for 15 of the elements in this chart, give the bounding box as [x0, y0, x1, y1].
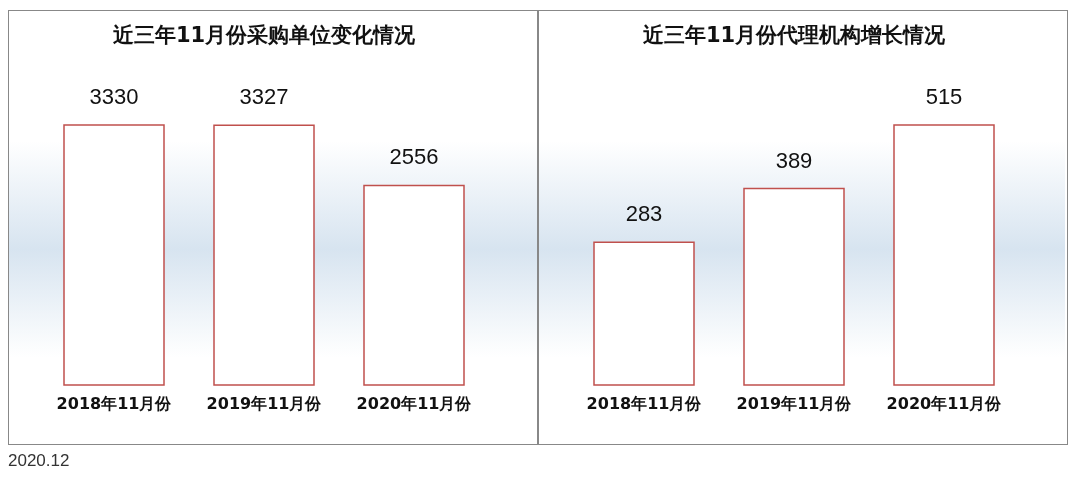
data-label: 515	[925, 84, 963, 109]
x-tick-label: 2019年11月份	[206, 393, 323, 413]
data-label: 283	[625, 201, 663, 227]
x-tick-label: 2019年11月份	[736, 393, 853, 413]
x-tick-label: 2018年11月份	[56, 393, 173, 413]
chart-title: 近三年11月份代理机构增长情况	[641, 23, 947, 47]
text: 2020.12	[8, 451, 71, 471]
chart-title: 近三年11月份采购单位变化情况	[111, 23, 417, 47]
data-label: 389	[775, 147, 813, 173]
data-label: 2556	[389, 144, 439, 170]
data-label: 3330	[89, 84, 139, 109]
x-tick-label: 2020年11月份	[886, 393, 1003, 413]
x-tick-label: 2018年11月份	[586, 393, 703, 413]
data-label: 3327	[239, 84, 289, 110]
x-tick-label: 2020年11月份	[356, 393, 473, 413]
